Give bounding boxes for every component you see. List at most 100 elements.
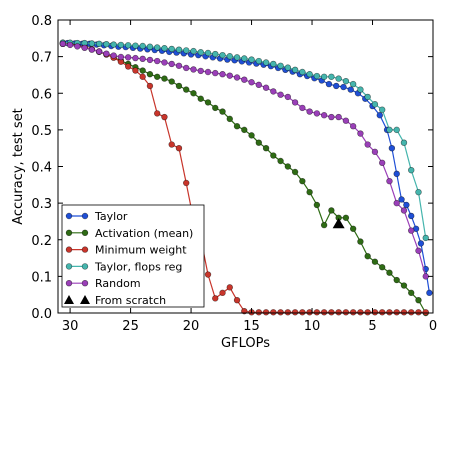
y-tick-label: 0.1 — [31, 270, 52, 285]
data-point-random — [284, 93, 292, 101]
data-point-minimum-weight — [277, 309, 284, 316]
data-point-taylor — [388, 144, 396, 152]
data-point-activation-mean — [219, 108, 226, 115]
data-point-minimum-weight — [124, 63, 132, 70]
y-tick-label: 0.0 — [31, 307, 52, 322]
data-point-random — [175, 62, 183, 69]
data-point-random — [212, 69, 219, 77]
legend-marker — [65, 212, 73, 220]
legend-entry-random: Random — [65, 277, 141, 290]
data-point-taylor — [408, 212, 415, 220]
x-tick-label: 30 — [62, 319, 79, 334]
data-point-random — [313, 110, 321, 117]
data-point-random — [371, 148, 379, 156]
data-point-activation-mean — [190, 90, 197, 97]
data-point-taylor-flops-reg — [212, 50, 219, 58]
data-point-random — [262, 84, 270, 91]
data-point-taylor-flops-reg — [175, 46, 183, 53]
data-point-activation-mean — [153, 73, 161, 80]
data-point-taylor-flops-reg — [183, 47, 190, 54]
data-point-taylor-flops-reg — [270, 60, 277, 68]
legend-entry-minimum-weight: Minimum weight — [65, 244, 187, 257]
data-point-taylor-flops-reg — [153, 44, 161, 51]
data-point-random — [132, 54, 139, 62]
data-point-activation-mean — [197, 95, 204, 102]
legend-marker — [81, 212, 89, 220]
data-point-activation-mean — [212, 104, 219, 112]
data-point-taylor-flops-reg — [408, 166, 415, 174]
data-point-random — [146, 56, 154, 64]
data-point-taylor-flops-reg — [103, 40, 110, 48]
data-point-taylor-flops-reg — [284, 64, 292, 71]
data-point-taylor-flops-reg — [357, 86, 364, 93]
legend-entry-taylor-flops-reg: Taylor, flops reg — [65, 260, 182, 273]
data-point-taylor-flops-reg — [335, 75, 342, 82]
data-point-activation-mean — [262, 144, 270, 152]
data-point-taylor-flops-reg — [371, 101, 379, 108]
legend-label: Minimum weight — [95, 244, 187, 257]
data-point-taylor-flops-reg — [306, 71, 313, 78]
data-point-taylor-flops-reg — [124, 42, 132, 49]
data-point-random — [422, 273, 429, 280]
data-point-minimum-weight — [364, 309, 371, 316]
data-point-activation-mean — [313, 201, 321, 209]
legend-label: Taylor — [94, 210, 128, 223]
y-tick-label: 0.2 — [31, 234, 52, 249]
data-point-minimum-weight — [175, 144, 183, 152]
data-point-taylor-flops-reg — [313, 72, 321, 80]
data-point-random — [197, 67, 204, 75]
data-point-random — [88, 46, 96, 53]
data-point-taylor-flops-reg — [400, 139, 408, 146]
series-taylor-flops-reg — [59, 39, 429, 242]
data-point-taylor — [417, 240, 425, 247]
data-point-random — [248, 79, 255, 86]
data-point-activation-mean — [233, 123, 241, 130]
ticks-layer: 30 25 20 15 10 5 0 0.0 0.1 0.2 0.3 0.4 0.5 0.6 0.7 0.8 — [31, 14, 437, 334]
data-point-minimum-weight — [400, 309, 408, 316]
data-point-activation-mean — [204, 99, 212, 106]
data-point-taylor-flops-reg — [277, 62, 284, 69]
data-point-random — [342, 117, 350, 124]
data-point-taylor-flops-reg — [204, 49, 212, 57]
data-point-random — [328, 113, 335, 121]
legend-entry-activation-mean: Activation (mean) — [65, 227, 193, 240]
data-point-random — [270, 88, 277, 95]
data-point-minimum-weight — [153, 110, 161, 117]
data-point-activation-mean — [320, 221, 328, 229]
data-point-activation-mean — [161, 75, 168, 82]
data-point-taylor — [398, 196, 405, 203]
data-point-minimum-weight — [219, 289, 226, 297]
x-tick-label: 20 — [183, 319, 200, 334]
data-point-random — [386, 177, 393, 185]
data-point-activation-mean — [270, 152, 277, 159]
from-scratch-marker — [332, 218, 345, 229]
data-point-activation-mean — [371, 258, 379, 265]
data-point-activation-mean — [306, 188, 313, 196]
data-point-minimum-weight — [204, 271, 212, 278]
data-point-taylor-flops-reg — [241, 55, 248, 62]
legend-marker — [81, 246, 89, 253]
legend-label: From scratch — [95, 294, 166, 307]
data-point-random — [291, 99, 299, 106]
legend: Taylor Activation (mean) Minimum weight Tay… — [61, 204, 205, 308]
data-point-minimum-weight — [233, 296, 241, 304]
data-point-minimum-weight — [212, 295, 219, 302]
data-point-minimum-weight — [255, 309, 263, 316]
legend-marker — [65, 229, 73, 237]
legend-label: Activation (mean) — [95, 227, 193, 240]
data-point-taylor-flops-reg — [248, 56, 255, 63]
x-tick-label: 25 — [122, 319, 139, 334]
data-point-taylor-flops-reg — [226, 53, 233, 60]
data-point-minimum-weight — [378, 309, 386, 316]
data-point-taylor-flops-reg — [168, 45, 175, 53]
x-tick-label: 15 — [243, 319, 260, 334]
data-point-random — [378, 159, 386, 167]
legend-marker — [65, 280, 73, 287]
x-tick-label: 0 — [429, 319, 437, 334]
x-axis-label: GFLOPs — [221, 336, 270, 351]
data-point-minimum-weight — [146, 82, 154, 90]
data-point-random — [95, 48, 103, 55]
data-point-taylor-flops-reg — [342, 77, 350, 85]
legend-entry-taylor: Taylor — [65, 210, 128, 223]
data-point-activation-mean — [248, 132, 255, 139]
